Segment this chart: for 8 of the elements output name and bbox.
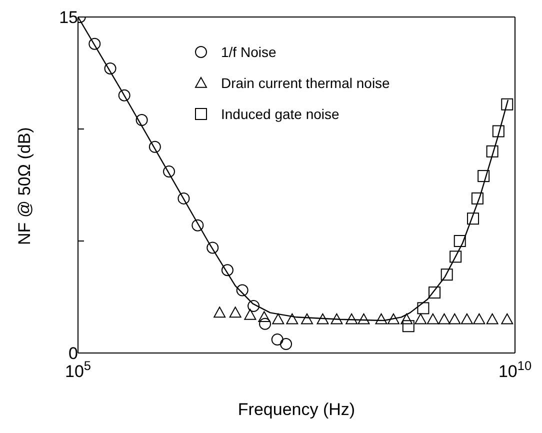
y-tick-label: 15 — [59, 8, 78, 27]
legend-label: Induced gate noise — [221, 106, 340, 122]
legend-label: 1/f Noise — [221, 44, 276, 60]
y-axis-title: NF @ 50Ω (dB) — [15, 127, 34, 245]
x-axis-title: Frequency (Hz) — [238, 400, 356, 419]
legend-label: Drain current thermal noise — [221, 74, 390, 90]
x-tick-label: 10$^{10}$ — [498, 358, 532, 381]
y-tick-label: 0 — [68, 344, 78, 363]
